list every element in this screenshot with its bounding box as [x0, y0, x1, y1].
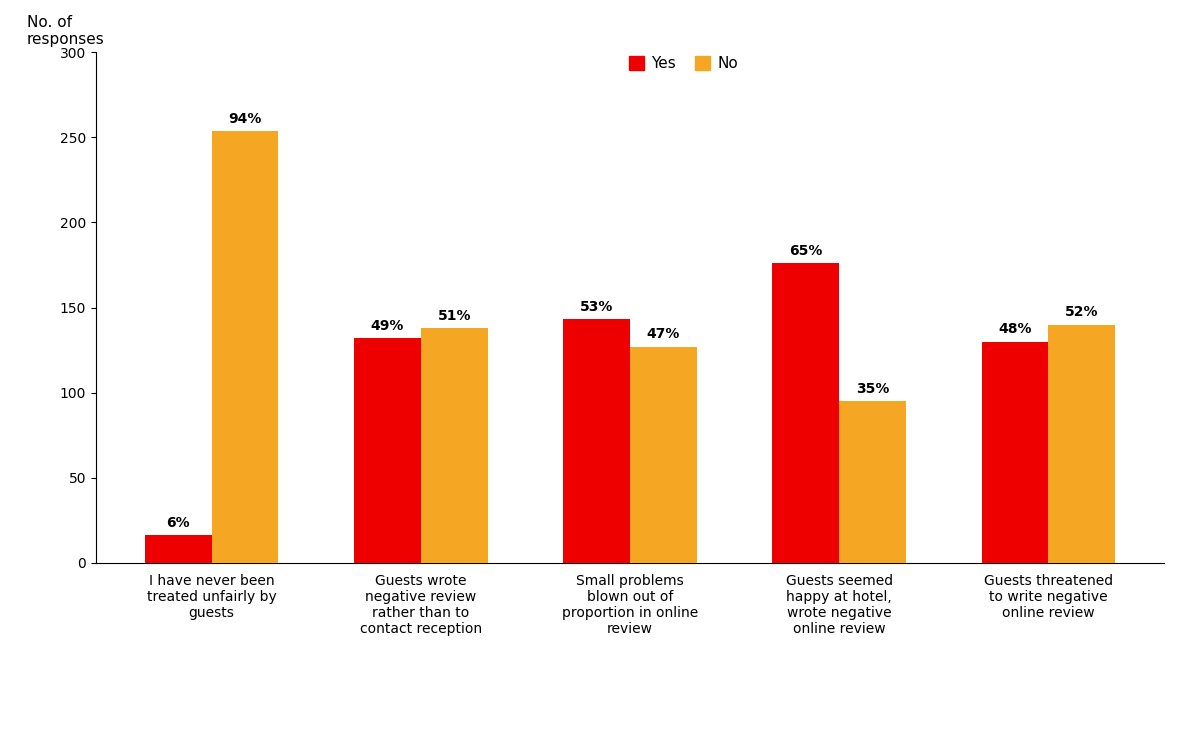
Text: 35%: 35%: [856, 382, 889, 396]
Text: 52%: 52%: [1066, 305, 1099, 320]
Text: 53%: 53%: [580, 300, 613, 314]
Legend: Yes, No: Yes, No: [623, 50, 744, 77]
Bar: [982, 341, 1049, 562]
Text: No. of
responses: No. of responses: [26, 15, 104, 47]
Bar: [211, 130, 278, 562]
Text: 65%: 65%: [790, 244, 822, 258]
Text: 47%: 47%: [647, 328, 680, 341]
Bar: [563, 320, 630, 562]
Bar: [421, 328, 487, 562]
Text: 49%: 49%: [371, 319, 404, 333]
Text: 51%: 51%: [438, 309, 470, 322]
Bar: [773, 263, 839, 562]
Bar: [354, 338, 421, 562]
Bar: [839, 401, 906, 562]
Text: 48%: 48%: [998, 322, 1032, 337]
Bar: [1049, 325, 1116, 562]
Text: 94%: 94%: [228, 112, 262, 125]
Bar: [144, 536, 211, 562]
Text: 6%: 6%: [167, 516, 190, 530]
Bar: [630, 346, 697, 562]
